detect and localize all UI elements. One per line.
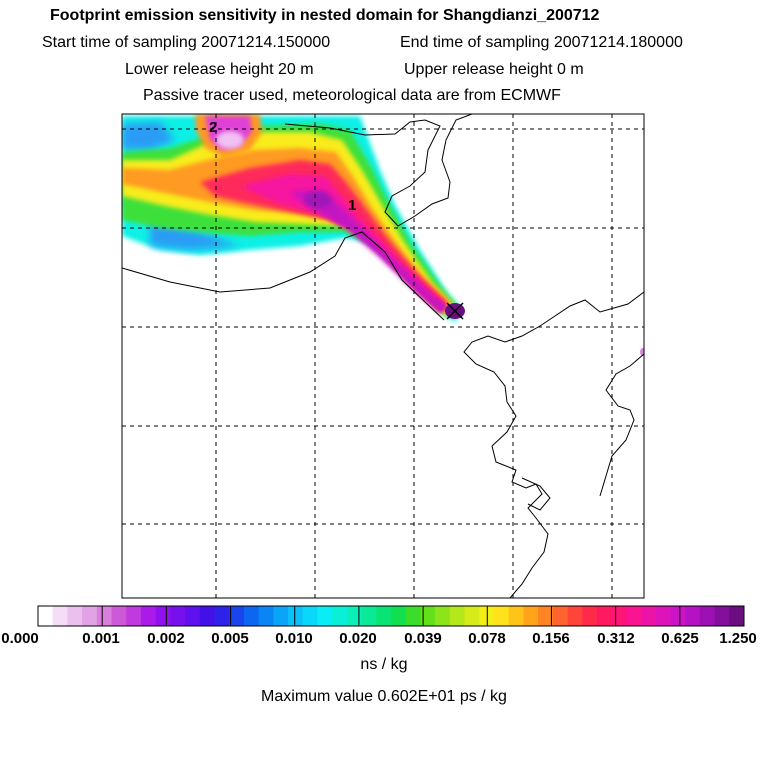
colorbar-swatch [126, 606, 142, 626]
colorbar-swatch [552, 606, 568, 626]
colorbar-tick-label: 0.000 [1, 630, 39, 647]
colorbar-tick-label: 0.039 [404, 630, 442, 647]
colorbar-tick-label: 1.250 [719, 630, 757, 647]
colorbar-swatch [626, 606, 642, 626]
colorbar-tick-label: 0.156 [532, 630, 570, 647]
colorbar-swatch [567, 606, 583, 626]
colorbar-swatch [96, 606, 113, 626]
colorbar-swatch [317, 606, 333, 626]
colorbar-frame [37, 605, 745, 627]
colorbar-swatch [376, 606, 392, 626]
colorbar-swatch [140, 606, 157, 626]
tracer-info: Passive tracer used, meteorological data… [143, 87, 561, 104]
colorbar-swatch [67, 606, 83, 626]
coastlines [122, 114, 644, 598]
colorbar-swatch [273, 606, 289, 626]
colorbar [37, 605, 745, 627]
maximum-value-label: Maximum value 0.602E+01 ps / kg [261, 688, 507, 705]
colorbar-swatch [302, 606, 318, 626]
colorbar-swatch [582, 606, 598, 626]
sampling-start-time: Start time of sampling 20071214.150000 [42, 34, 331, 51]
colorbar-swatch [52, 606, 68, 626]
colorbar-swatch [111, 606, 127, 626]
colorbar-swatch [435, 606, 451, 626]
colorbar-swatch [332, 606, 348, 626]
colorbar-swatch [82, 606, 98, 626]
colorbar-swatch [38, 606, 54, 626]
colorbar-swatch [641, 606, 657, 626]
colorbar-swatch [405, 606, 421, 626]
colorbar-tick-label: 0.002 [147, 630, 185, 647]
colorbar-swatch [523, 606, 539, 626]
colorbar-swatch [538, 606, 554, 626]
colorbar-swatch [391, 606, 407, 626]
colorbar-tick-label: 0.312 [597, 630, 635, 647]
colorbar-swatch [611, 606, 627, 626]
colorbar-swatch [258, 606, 274, 626]
colorbar-swatch [699, 606, 716, 626]
sensitivity-field [122, 114, 644, 356]
plot-title: Footprint emission sensitivity in nested… [50, 7, 600, 24]
colorbar-swatch [229, 606, 245, 626]
map-frame [121, 113, 645, 599]
colorbar-swatch [685, 606, 701, 626]
colorbar-swatch [508, 606, 524, 626]
colorbar-swatch [464, 606, 480, 626]
receptor-station-marker [446, 302, 464, 320]
colorbar-swatch [714, 606, 730, 626]
colorbar-tick-label: 0.020 [339, 630, 377, 647]
colorbar-swatch [420, 606, 436, 626]
colorbar-tick-label: 0.001 [82, 630, 120, 647]
colorbar-swatch [346, 606, 363, 626]
colorbar-swatch [493, 606, 510, 626]
colorbar-swatch [655, 606, 671, 626]
colorbar-tick-label: 0.005 [211, 630, 249, 647]
colorbar-swatch [214, 606, 230, 626]
colorbar-tick-label: 0.625 [661, 630, 699, 647]
colorbar-swatch [199, 606, 215, 626]
colorbar-tick-label: 0.078 [468, 630, 506, 647]
lower-release-height: Lower release height 20 m [125, 61, 314, 78]
graticule [122, 114, 644, 598]
colorbar-swatch [185, 606, 201, 626]
colorbar-swatch [288, 606, 304, 626]
contour-label-1: 1 [348, 197, 356, 214]
colorbar-swatch [170, 606, 186, 626]
colorbar-swatch [596, 606, 613, 626]
colorbar-swatch [729, 606, 745, 626]
sampling-end-time: End time of sampling 20071214.180000 [400, 34, 683, 51]
colorbar-swatch [361, 606, 377, 626]
colorbar-tick-label: 0.010 [275, 630, 313, 647]
unit-label: ns / kg [360, 656, 408, 673]
contour-label-2: 2 [209, 119, 217, 136]
colorbar-swatch [243, 606, 260, 626]
colorbar-swatch [449, 606, 466, 626]
colorbar-swatch [155, 606, 171, 626]
colorbar-swatch [670, 606, 686, 626]
upper-release-height: Upper release height 0 m [404, 61, 584, 78]
